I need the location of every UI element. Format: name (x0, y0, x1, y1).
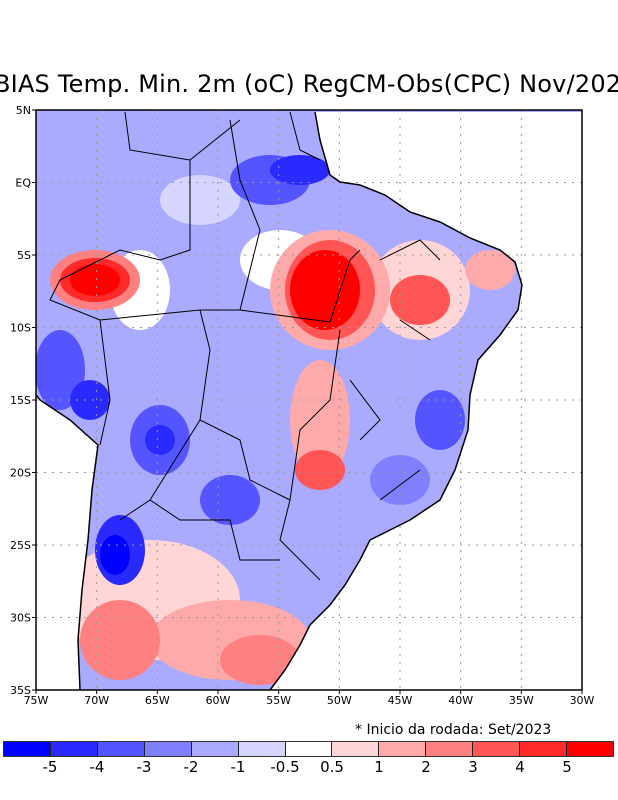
border-line (119, 419, 280, 561)
lon-tick-label: 40W (448, 694, 473, 707)
colorbar-label: 4 (515, 758, 525, 776)
lon-tick-label: 65W (145, 694, 170, 707)
lon-tick-label: 35W (509, 694, 534, 707)
bias-region (270, 155, 330, 185)
border-line (99, 111, 321, 446)
bias-region (160, 175, 240, 225)
colorbar-swatch (520, 742, 568, 756)
lon-tick-label: 60W (206, 694, 231, 707)
colorbar-swatch (97, 742, 145, 756)
lat-tick-label: 20S (10, 467, 31, 480)
lat-tick-label: 15S (10, 394, 31, 407)
lon-tick-label: 75W (24, 694, 49, 707)
lat-tick-label: 5N (16, 104, 31, 117)
colorbar-label: -2 (183, 758, 199, 776)
border-line (199, 119, 331, 501)
colorbar-label: 3 (468, 758, 478, 776)
lat-tick-label: 30S (10, 612, 31, 625)
political-borders (49, 111, 441, 581)
colorbar-swatch (473, 742, 521, 756)
run-start-note: * Inicio da rodada: Set/2023 (355, 722, 552, 738)
bias-region (220, 635, 300, 685)
lon-tick-label: 50W (327, 694, 352, 707)
bias-region (70, 380, 110, 420)
bias-region (145, 425, 175, 455)
colorbar-label: 1 (374, 758, 384, 776)
bias-region (290, 360, 350, 480)
border-line (279, 249, 361, 581)
lat-tick-label: 25S (10, 539, 31, 552)
colorbar-label: -4 (89, 758, 105, 776)
colorbar-label: -1 (230, 758, 246, 776)
border-line (349, 239, 441, 501)
lat-tick-label: 5S (17, 249, 31, 262)
bias-region (70, 264, 120, 296)
lat-tick-label: 10S (10, 322, 31, 335)
colorbar-label: 5 (562, 758, 572, 776)
colorbar-swatch (379, 742, 427, 756)
lon-tick-label: 55W (266, 694, 291, 707)
bias-region (100, 535, 130, 575)
colorbar-label: -5 (42, 758, 58, 776)
colorbar-swatch (191, 742, 239, 756)
lat-tick-label: EQ (15, 177, 31, 190)
colorbar-swatch (567, 742, 613, 756)
lon-tick-label: 45W (388, 694, 413, 707)
colorbar-label: -3 (136, 758, 152, 776)
colorbar-swatch (332, 742, 380, 756)
colorbar-swatch (238, 742, 286, 756)
colorbar-swatch (4, 742, 51, 756)
lon-tick-label: 30W (570, 694, 595, 707)
bias-region (295, 450, 345, 490)
grid-lines (36, 110, 582, 690)
coastline (35, 111, 523, 691)
colorbar-label: 2 (421, 758, 431, 776)
figure-title: BIAS Temp. Min. 2m (oC) RegCM-Obs(CPC) N… (0, 70, 618, 98)
border-line (49, 111, 240, 321)
lat-tick-label: 35S (10, 684, 31, 697)
colorbar-label: -0.5 (270, 758, 300, 776)
bias-region (36, 330, 85, 410)
bias-region (465, 250, 515, 290)
bias-region (290, 250, 360, 330)
bias-region (200, 475, 260, 525)
bias-region (390, 275, 450, 325)
colorbar-swatch (144, 742, 192, 756)
lon-tick-label: 70W (84, 694, 109, 707)
bias-region (80, 600, 160, 680)
colorbar-swatch (50, 742, 98, 756)
colorbar-swatch (285, 742, 333, 756)
colorbar-label: 0.5 (320, 758, 344, 776)
colorbar (3, 741, 614, 757)
bias-region (415, 390, 465, 450)
colorbar-swatch (426, 742, 474, 756)
